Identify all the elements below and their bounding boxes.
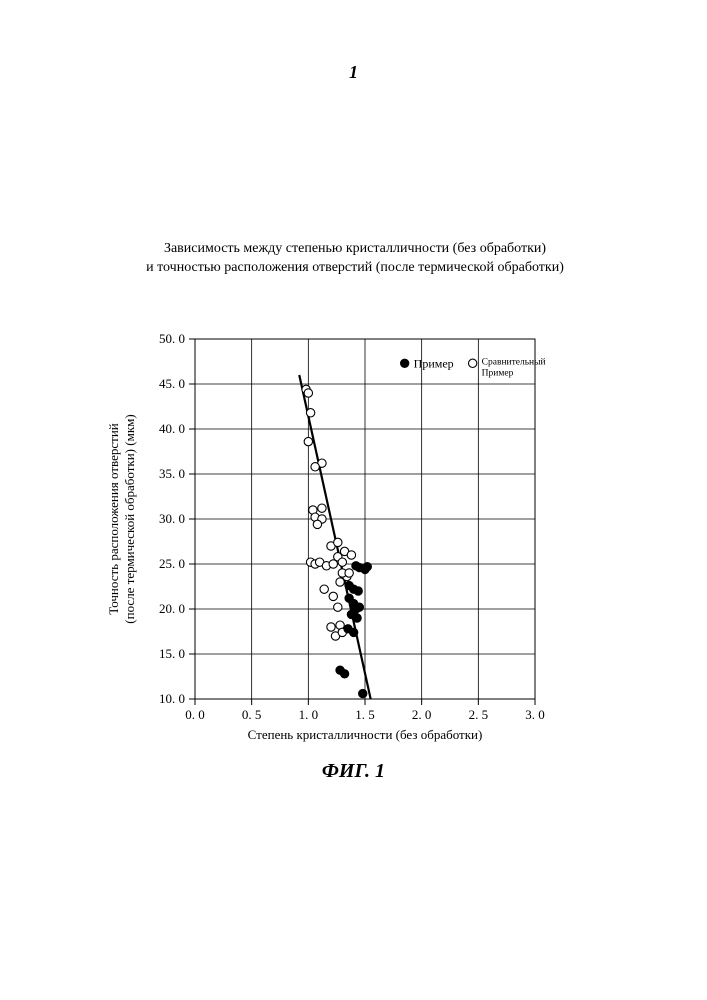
chart-title-line1: Зависимость между степенью кристалличнос… — [164, 241, 546, 256]
svg-text:2. 5: 2. 5 — [469, 707, 489, 722]
svg-text:10. 0: 10. 0 — [159, 691, 185, 706]
svg-text:Степень кристалличности (без: Степень кристалличности (без обработки) — [248, 727, 483, 742]
svg-text:20. 0: 20. 0 — [159, 601, 185, 616]
svg-text:40. 0: 40. 0 — [159, 421, 185, 436]
svg-text:50. 0: 50. 0 — [159, 331, 185, 346]
svg-text:3. 0: 3. 0 — [525, 707, 545, 722]
figure-caption: ФИГ. 1 — [0, 760, 707, 783]
svg-text:1. 0: 1. 0 — [299, 707, 319, 722]
svg-text:Точность расположения отверсти: Точность расположения отверстий — [106, 423, 121, 615]
svg-text:30. 0: 30. 0 — [159, 511, 185, 526]
svg-text:0. 0: 0. 0 — [185, 707, 205, 722]
svg-text:(после термической обработки): (после термической обработки) (мкм) — [122, 414, 137, 623]
svg-text:25. 0: 25. 0 — [159, 556, 185, 571]
svg-text:2. 0: 2. 0 — [412, 707, 432, 722]
chart-title-line2: и точностью расположения отверстий (посл… — [146, 260, 564, 275]
chart-title: Зависимость между степенью кристалличнос… — [100, 240, 610, 278]
legend-series2-label-line1: Сравнительный — [482, 356, 546, 367]
svg-text:1. 5: 1. 5 — [355, 707, 375, 722]
svg-text:15. 0: 15. 0 — [159, 646, 185, 661]
svg-text:45. 0: 45. 0 — [159, 376, 185, 391]
svg-text:35. 0: 35. 0 — [159, 466, 185, 481]
page-number: 1 — [0, 62, 707, 83]
legend-series2-label-line2: Пример — [482, 368, 514, 378]
legend-series1-label: Пример — [414, 356, 454, 370]
chart-container: Зависимость между степенью кристалличнос… — [100, 240, 610, 744]
scatter-chart: 10. 0 15. 0 20. 0 25. 0 30. 0 35. 0 40. 0 45. 0… — [100, 284, 600, 744]
svg-text:0. 5: 0. 5 — [242, 707, 262, 722]
